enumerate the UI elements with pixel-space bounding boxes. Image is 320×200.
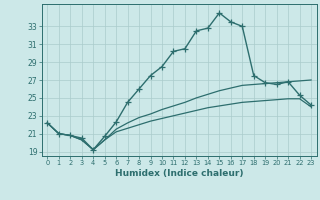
X-axis label: Humidex (Indice chaleur): Humidex (Indice chaleur) <box>115 169 244 178</box>
